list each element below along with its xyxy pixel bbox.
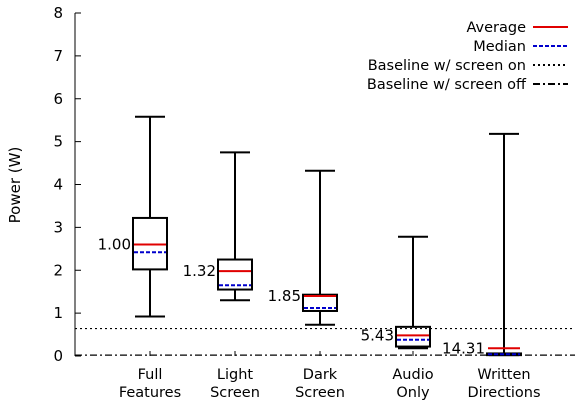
x-tick-label-line: Only (396, 385, 430, 401)
y-tick-label: 2 (53, 261, 63, 279)
ratio-label: 14.31 (442, 339, 485, 357)
box-group: 1.00 (98, 115, 168, 318)
x-tick-label-line: Written (477, 367, 530, 383)
y-tick-label: 6 (53, 90, 63, 108)
box-group: 1.85 (268, 169, 338, 326)
box-group: 14.31 (442, 132, 522, 357)
y-axis-label: Power (W) (6, 147, 24, 224)
x-tick-label: Light Screen (210, 367, 260, 401)
y-tick-label: 5 (53, 133, 63, 151)
legend-label: Average (466, 20, 526, 36)
ratio-label: 1.00 (98, 236, 131, 254)
legend: Average Median Baseline w/ screen on Baseli… (367, 20, 568, 93)
axes: 0 1 2 3 4 5 6 7 8 Full Features Light Screen Dark Scre… (53, 4, 540, 401)
x-tick-label-line: Screen (295, 385, 345, 401)
y-tick-label: 3 (53, 218, 63, 236)
x-tick-label: Dark Screen (295, 367, 345, 401)
ratio-label: 1.32 (183, 262, 216, 280)
boxes: 1.00 1.32 1.85 5.43 14.31 (98, 115, 522, 357)
ratio-label: 5.43 (361, 326, 394, 344)
x-tick-label-line: Features (119, 385, 181, 401)
box-group: 5.43 (361, 235, 431, 350)
y-tick-label: 4 (53, 176, 63, 194)
x-tick-label-line: Screen (210, 385, 260, 401)
x-tick-label-line: Light (217, 367, 254, 383)
ratio-label: 1.85 (268, 287, 301, 305)
x-tick-label-line: Directions (467, 385, 540, 401)
x-tick-label-line: Full (138, 367, 163, 383)
legend-label: Baseline w/ screen on (368, 58, 526, 74)
box-iqr (395, 325, 431, 348)
box-group: 1.32 (183, 151, 253, 302)
y-tick-label: 7 (53, 47, 63, 65)
y-tick-label: 1 (53, 304, 63, 322)
box-iqr (132, 216, 168, 271)
y-tick-label: 0 (53, 347, 63, 365)
y-tick-label: 8 (53, 4, 63, 22)
x-tick-label: Written Directions (467, 367, 540, 401)
x-tick-label-line: Audio (392, 367, 433, 383)
legend-label: Median (473, 39, 526, 55)
box-iqr (302, 293, 338, 312)
legend-label: Baseline w/ screen off (367, 77, 527, 93)
x-tick-label: Full Features (119, 367, 181, 401)
x-tick-label: Audio Only (392, 367, 433, 401)
x-tick-label-line: Dark (303, 367, 338, 383)
box-iqr (217, 258, 253, 291)
